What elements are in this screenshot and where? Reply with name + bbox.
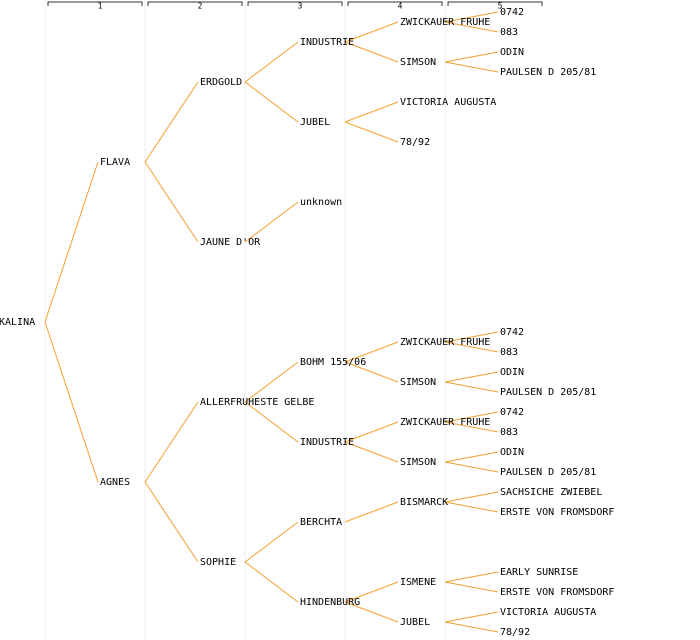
node-label: JUBEL <box>400 617 430 628</box>
connector <box>44 161 99 323</box>
node-label: 083 <box>500 347 518 358</box>
connector <box>244 401 299 443</box>
node-label: 0742 <box>500 407 524 418</box>
node-label: BISMARCK <box>400 497 448 508</box>
node-label: VICTORIA AUGUSTA <box>400 97 496 108</box>
node-label: SIMSON <box>400 457 436 468</box>
connector <box>444 371 499 383</box>
connector <box>444 421 499 433</box>
connector <box>344 441 399 463</box>
connector <box>344 601 399 623</box>
connector <box>344 21 399 43</box>
connector <box>444 21 499 33</box>
node-label: BERCHTA <box>300 517 342 528</box>
connector <box>444 51 499 63</box>
connector <box>244 201 299 243</box>
connector <box>344 41 399 63</box>
node-label: SOPHIE <box>200 557 236 568</box>
connector <box>444 611 499 623</box>
node-label: PAULSEN D 205/81 <box>500 387 596 398</box>
connector <box>144 81 199 163</box>
node-label: 78/92 <box>400 137 430 148</box>
node-label: SACHSICHE ZWIEBEL <box>500 487 602 498</box>
connector <box>344 421 399 443</box>
node-label: ALLERFRUHESTE GELBE <box>200 397 314 408</box>
node-label: ZWICKAUER FRUHE <box>400 17 490 28</box>
node-label: ODIN <box>500 47 524 58</box>
connector <box>344 101 399 123</box>
node-label: ODIN <box>500 367 524 378</box>
node-label: SIMSON <box>400 57 436 68</box>
column-header: 1 <box>98 2 103 11</box>
connector <box>444 491 499 503</box>
connector <box>444 571 499 583</box>
connector <box>244 561 299 603</box>
connector <box>344 361 399 383</box>
node-label: PAULSEN D 205/81 <box>500 67 596 78</box>
node-label: HINDENBURG <box>300 597 360 608</box>
connector <box>444 381 499 393</box>
node-label: 78/92 <box>500 627 530 638</box>
connector <box>244 361 299 403</box>
connector <box>444 451 499 463</box>
node-label: PAULSEN D 205/81 <box>500 467 596 478</box>
connector <box>444 581 499 593</box>
column-header: 5 <box>498 2 503 11</box>
column-bracket <box>247 1 343 6</box>
connector <box>444 621 499 633</box>
connector <box>244 41 299 83</box>
connector <box>244 81 299 123</box>
node-label: JAUNE D'OR <box>200 237 261 248</box>
node-label: EARLY SUNRISE <box>500 567 578 578</box>
connector <box>44 321 99 483</box>
connector <box>144 481 199 563</box>
node-label: ERSTE VON FROMSDORF <box>500 507 614 518</box>
node-label: 0742 <box>500 7 524 18</box>
node-label: BOHM 155/06 <box>300 357 366 368</box>
connector <box>344 581 399 603</box>
node-label: ISMENE <box>400 577 436 588</box>
connector <box>444 461 499 473</box>
column-bracket <box>347 1 443 6</box>
connector <box>444 11 499 23</box>
labels: 1 2 3 4 5 KALINA FLAVA ERDGOLD INDUSTRIE ZWICKAUE… <box>0 2 614 639</box>
node-label: KALINA <box>0 317 35 328</box>
connector <box>144 161 199 243</box>
node-label: AGNES <box>100 477 130 488</box>
node-label: SIMSON <box>400 377 436 388</box>
node-label: ERDGOLD <box>200 77 242 88</box>
node-label: INDUSTRIE <box>300 37 354 48</box>
node-label: ODIN <box>500 447 524 458</box>
connector <box>144 401 199 483</box>
connector <box>444 501 499 513</box>
connector <box>344 341 399 363</box>
node-label: ZWICKAUER FRUHE <box>400 417 490 428</box>
connector <box>344 501 399 523</box>
node-label: 083 <box>500 27 518 38</box>
column-bracket <box>47 1 143 6</box>
column-header: 4 <box>398 2 403 11</box>
node-label: FLAVA <box>100 157 130 168</box>
node-label: VICTORIA AUGUSTA <box>500 607 596 618</box>
connector <box>344 121 399 143</box>
node-label: ZWICKAUER FRUHE <box>400 337 490 348</box>
connector <box>244 521 299 563</box>
node-label: INDUSTRIE <box>300 437 354 448</box>
connector <box>444 411 499 423</box>
column-header: 3 <box>298 2 303 11</box>
column-header: 2 <box>198 2 203 11</box>
node-label: ERSTE VON FROMSDORF <box>500 587 614 598</box>
node-label: JUBEL <box>300 117 330 128</box>
connector <box>444 61 499 73</box>
connector <box>444 341 499 353</box>
node-label: 0742 <box>500 327 524 338</box>
column-bracket <box>447 1 543 6</box>
node-label: 083 <box>500 427 518 438</box>
node-label: unknown <box>300 197 342 208</box>
connectors <box>44 0 543 640</box>
column-bracket <box>147 1 243 6</box>
connector <box>444 331 499 343</box>
